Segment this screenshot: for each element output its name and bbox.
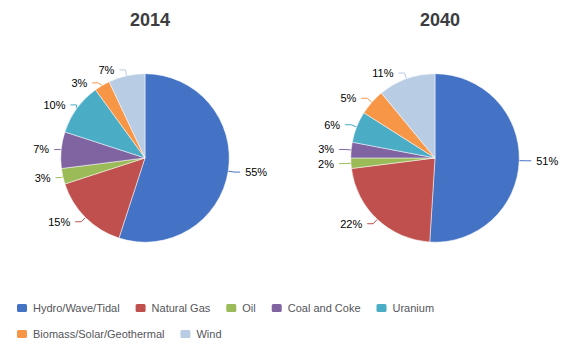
svg-text:51%: 51%	[536, 155, 558, 167]
svg-text:Oil: Oil	[242, 302, 255, 314]
svg-text:2014: 2014	[130, 10, 170, 30]
svg-text:10%: 10%	[43, 99, 65, 111]
svg-text:2040: 2040	[420, 10, 460, 30]
svg-text:Coal and Coke: Coal and Coke	[288, 302, 361, 314]
svg-text:Hydro/Wave/Tidal: Hydro/Wave/Tidal	[33, 302, 120, 314]
svg-text:7%: 7%	[33, 143, 49, 155]
svg-text:2%: 2%	[318, 158, 334, 170]
svg-text:22%: 22%	[340, 218, 362, 230]
svg-text:3%: 3%	[318, 143, 334, 155]
svg-text:7%: 7%	[98, 64, 114, 76]
svg-text:6%: 6%	[324, 119, 340, 131]
svg-text:11%: 11%	[372, 67, 393, 79]
svg-text:Biomass/Solar/Geothermal: Biomass/Solar/Geothermal	[33, 328, 164, 340]
svg-text:Natural Gas: Natural Gas	[152, 302, 211, 314]
svg-text:15%: 15%	[48, 216, 70, 228]
svg-text:5%: 5%	[340, 92, 356, 104]
svg-text:Uranium: Uranium	[392, 302, 434, 314]
svg-text:3%: 3%	[71, 77, 87, 89]
svg-text:3%: 3%	[35, 172, 51, 184]
svg-text:Wind: Wind	[196, 328, 221, 340]
svg-text:55%: 55%	[245, 166, 267, 178]
